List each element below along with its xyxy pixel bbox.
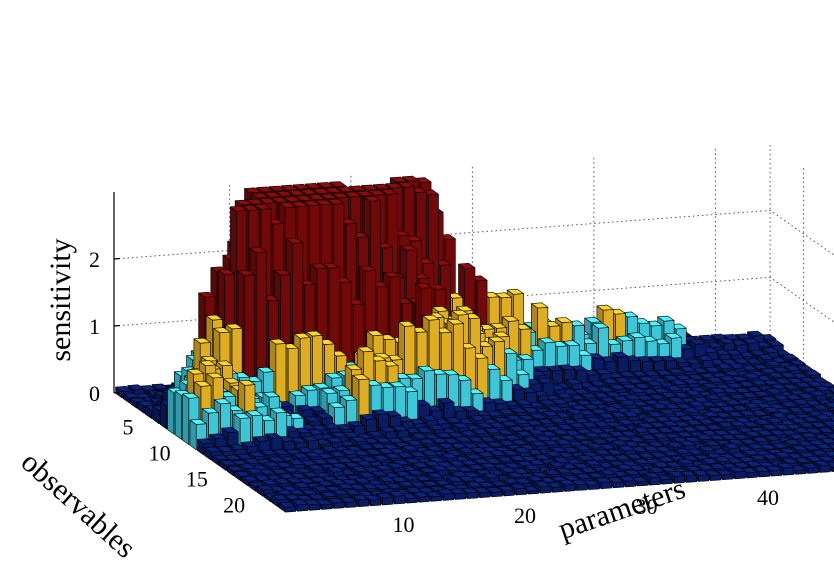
bar-p34-o23 — [679, 470, 697, 483]
axes-group: 01251015201020304050 — [89, 192, 779, 537]
bar-p24-o23 — [558, 479, 576, 492]
x-tick-label: 10 — [393, 512, 415, 537]
grid-back-z-1 — [113, 276, 834, 327]
bar-p33-o23 — [667, 470, 685, 484]
z-tick-mark-0 — [113, 391, 121, 394]
bar-p42-o23 — [777, 462, 795, 476]
z-tick-label: 2 — [89, 247, 100, 272]
z-tick-label: 1 — [89, 314, 100, 339]
z-tick-label: 0 — [89, 381, 100, 406]
bar-p31-o23 — [643, 472, 661, 486]
bars-group — [115, 175, 834, 513]
x-tick-label: 20 — [514, 503, 536, 528]
y-tick-label: 20 — [223, 492, 245, 517]
z-tick-mark-2 — [113, 257, 121, 260]
z-axis-label: sensitivity — [44, 238, 77, 361]
grid-back-z-2 — [113, 209, 834, 260]
bar-p27-o23 — [594, 477, 612, 489]
bar-p44-o23 — [801, 462, 819, 474]
y-tick-label: 15 — [186, 466, 208, 491]
y-tick-label: 5 — [122, 414, 133, 439]
bar-p24-o17 — [513, 447, 531, 461]
bar-p1-o23 — [278, 501, 296, 513]
bar-p26-o16 — [530, 440, 548, 454]
y-tick-label: 10 — [149, 440, 171, 465]
y-axis-label: observables — [15, 445, 142, 564]
bar-p30-o13 — [556, 424, 574, 435]
x-tick-label: 40 — [757, 485, 779, 510]
z-tick-mark-1 — [113, 324, 121, 327]
bar-p22-o23 — [534, 481, 552, 494]
x-tick-label: 30 — [636, 494, 658, 519]
